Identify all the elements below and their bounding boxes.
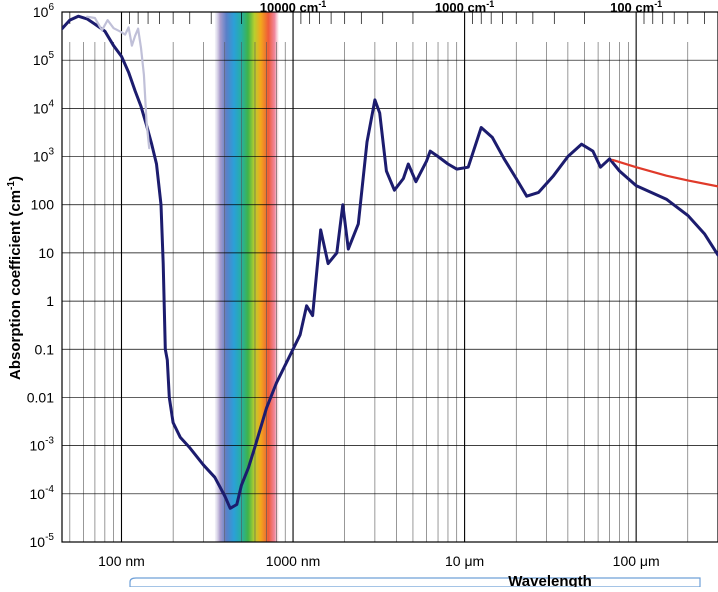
- top-tick-label: 1000 cm-1: [435, 0, 494, 15]
- x-tick-label: 10 μm: [445, 553, 484, 569]
- y-tick-label: 0.01: [27, 389, 54, 405]
- x-tick-label: 100 nm: [98, 553, 145, 569]
- y-tick-label: 100: [31, 197, 55, 213]
- series-line-1: [86, 15, 151, 150]
- x-tick-labels: 100 nm 1000 nm 10 μm 100 μm: [98, 553, 660, 569]
- series-layer: [62, 14, 718, 510]
- top-tick-label: 10000 cm-1: [260, 0, 327, 15]
- x-tick-label: 1000 nm: [266, 553, 320, 569]
- plot-frame: [61, 11, 718, 543]
- plot-grid: [62, 11, 718, 543]
- y-axis-title: Absorption coefficient (cm-1): [6, 176, 24, 380]
- y-tick-label: 1: [46, 293, 54, 309]
- top-axis-strip: [62, 12, 718, 42]
- series-line-0: [62, 14, 718, 510]
- y-axis-title-text: Absorption coefficient (cm: [7, 190, 24, 380]
- top-wavenumber-ticks: [69, 12, 705, 42]
- y-tick-label: 10-4: [30, 484, 55, 502]
- y-tick-label: 10-5: [30, 532, 55, 550]
- x-axis-title: Wavelength: [508, 573, 592, 587]
- y-axis-title-suffix: ): [7, 176, 24, 181]
- x-axis-title-tab: [129, 577, 701, 588]
- y-tick-label: 105: [33, 50, 55, 68]
- y-tick-label: 10: [38, 245, 54, 261]
- y-tick-label: 106: [33, 2, 55, 20]
- series-line-2: [611, 158, 718, 188]
- top-tick-labels: 10000 cm-1 1000 cm-1 100 cm-1: [260, 0, 662, 15]
- y-tick-label: 103: [33, 147, 55, 165]
- x-tick-label: 100 μm: [613, 553, 660, 569]
- y-tick-label: 0.1: [35, 341, 55, 357]
- y-tick-labels: 106 105 104 103 100 10 1 0.1 0.01 10-3 10-4 10-5: [27, 2, 55, 550]
- visible-spectrum-band: [214, 12, 279, 542]
- y-axis-title-sup: -1: [6, 181, 17, 190]
- y-tick-label: 10-3: [30, 436, 55, 454]
- top-tick-label: 100 cm-1: [610, 0, 662, 15]
- y-tick-label: 104: [33, 98, 55, 116]
